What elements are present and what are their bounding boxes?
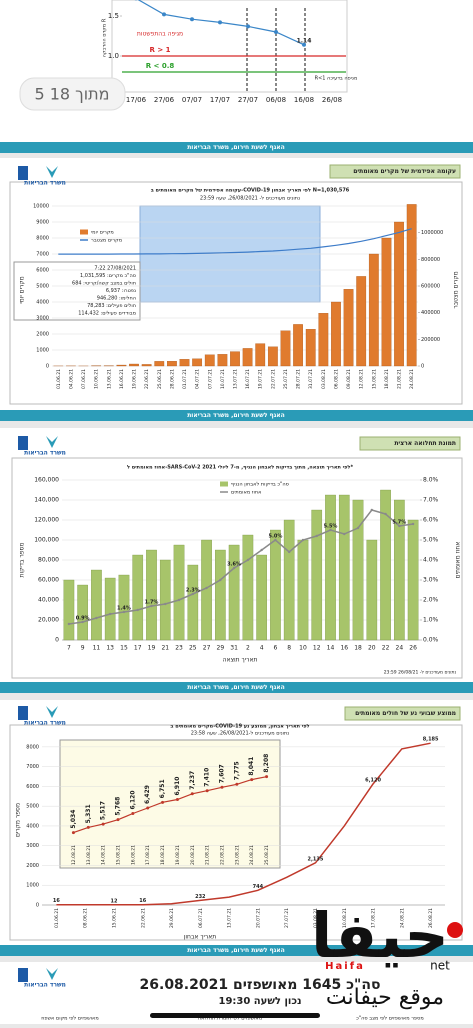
watermark-tld: net (430, 959, 450, 973)
watermark-latin: Haifa (325, 961, 365, 972)
home-indicator (150, 1013, 320, 1018)
logo-dot (447, 922, 463, 938)
watermark-site: موقع حيفانت (326, 985, 444, 1010)
